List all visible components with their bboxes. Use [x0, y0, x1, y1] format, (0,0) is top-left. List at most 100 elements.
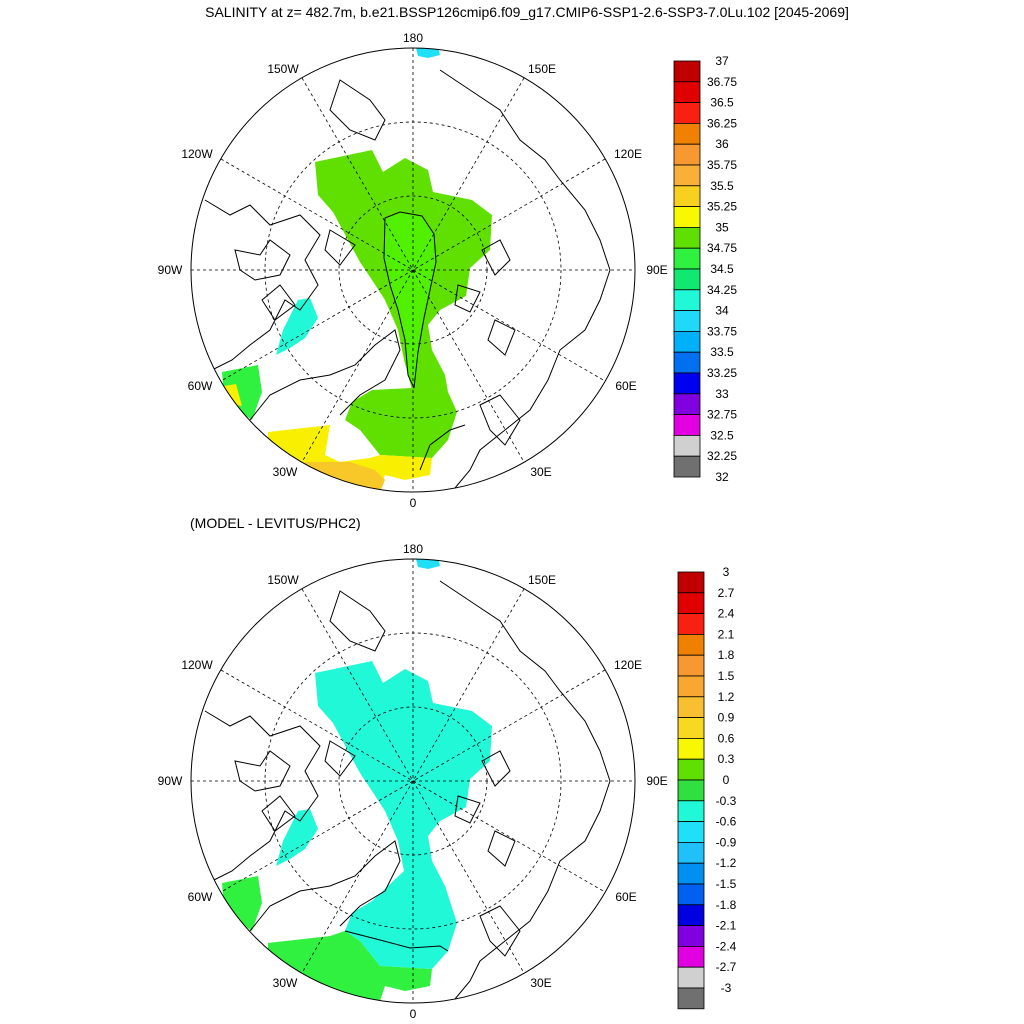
bottom-colorbar-label: 0.6	[718, 731, 735, 745]
top-colorbar-label: 33.5	[710, 345, 734, 359]
top-map-field	[204, 48, 611, 492]
top-colorbar-label: 32.75	[707, 408, 737, 422]
bottom-colorbar-label: 1.8	[718, 648, 735, 662]
bottom-colorbar-swatch	[677, 862, 705, 885]
top-lon-label-60w: 60W	[188, 379, 213, 393]
top-colorbar-swatch	[673, 393, 701, 415]
top-colorbar-label: 33.75	[707, 324, 737, 338]
top-colorbar-label: 34.5	[710, 262, 734, 276]
top-colorbar-swatch	[673, 372, 701, 395]
bottom-labrador-field	[222, 876, 262, 931]
top-colorbar-swatch	[673, 81, 701, 104]
top-colorbar-swatch	[673, 414, 701, 436]
top-colorbar-label: 33.25	[707, 366, 737, 380]
figure-title: SALINITY at z= 482.7m, b.e21.BSSP126cmip…	[205, 4, 849, 20]
top-colorbar-label: 35	[715, 220, 729, 234]
bottom-colorbar-swatch	[677, 987, 705, 1010]
bottom-arctic-basin-field	[315, 661, 492, 969]
bottom-lon-label-120e: 120E	[614, 658, 642, 672]
top-lon-label-150w: 150W	[267, 62, 299, 76]
top-colorbar-label: 34.25	[707, 283, 737, 297]
top-lon-label-180: 180	[403, 31, 423, 45]
bottom-colorbar-swatch	[677, 738, 705, 760]
bottom-colorbar-label: -1.2	[716, 856, 737, 870]
top-colorbar-swatch	[673, 185, 701, 208]
bottom-colorbar-label: 3	[723, 565, 730, 579]
bottom-colorbar-swatch	[677, 696, 705, 718]
top-colorbar-label: 35.5	[710, 179, 734, 193]
bottom-lon-label-150e: 150E	[528, 573, 556, 587]
top-colorbar-label: 33	[715, 387, 729, 401]
bottom-colorbar-label: 1.2	[718, 690, 735, 704]
bottom-colorbar-label: -3	[721, 981, 732, 995]
top-colorbar-label: 35.25	[707, 200, 737, 214]
top-colorbar-swatch	[673, 226, 701, 249]
bottom-colorbar-label: -0.3	[716, 794, 737, 808]
top-baffin-field	[276, 298, 318, 355]
bottom-colorbar-label: 2.7	[718, 586, 735, 600]
top-colorbar-swatch	[673, 455, 701, 478]
bottom-colorbar-swatch	[677, 613, 705, 635]
bottom-lon-label-60e: 60E	[615, 890, 636, 904]
bottom-colorbar: 3 2.7 2.4 2.1 1.8 1.5 1.2 0.9 0.6 0.3 0 -0.3 -0.6 -0.…	[677, 565, 737, 1010]
bottom-colorbar-swatch	[677, 634, 705, 656]
top-lon-label-90w: 90W	[158, 263, 183, 277]
top-colorbar-swatch	[673, 247, 701, 270]
bottom-colorbar-swatch	[677, 883, 705, 906]
top-colorbar-swatch	[673, 268, 701, 291]
bottom-map-grid	[191, 559, 635, 1003]
top-atlantic-orange-field	[305, 462, 385, 492]
bottom-colorbar-label: -2.1	[716, 919, 737, 933]
bottom-colorbar-swatch	[677, 571, 705, 594]
bottom-colorbar-label: 1.5	[718, 669, 735, 683]
top-colorbar-label: 32	[715, 470, 729, 484]
top-colorbar-label: 36.5	[710, 96, 734, 110]
top-lon-label-120w: 120W	[181, 147, 213, 161]
top-colorbar-swatch	[673, 60, 701, 83]
bottom-colorbar-swatch	[677, 904, 705, 926]
top-colorbar-swatch	[673, 434, 701, 457]
bottom-colorbar-swatch	[677, 654, 705, 677]
bottom-colorbar-label: -2.4	[716, 939, 737, 953]
bottom-lon-label-0: 0	[410, 1007, 417, 1021]
bottom-lon-label-90w: 90W	[158, 774, 183, 788]
top-colorbar-swatch	[673, 310, 701, 332]
top-map-grid	[191, 48, 635, 492]
top-colorbar-label: 34	[715, 304, 729, 318]
bottom-colorbar-swatch	[677, 842, 705, 864]
top-inner-contour-region	[383, 211, 437, 390]
bottom-colorbar-label: -0.9	[716, 835, 737, 849]
top-lon-labels: 180 0 90W 90E 150W 150E 120W 120E 60W 60…	[158, 31, 668, 510]
bottom-lon-label-60w: 60W	[188, 890, 213, 904]
top-lon-label-120e: 120E	[614, 147, 642, 161]
bottom-lon-label-30e: 30E	[530, 976, 551, 990]
top-colorbar-swatch	[673, 164, 701, 187]
bottom-lon-label-150w: 150W	[267, 573, 299, 587]
top-lon-label-60e: 60E	[615, 379, 636, 393]
top-labrador-field	[222, 365, 262, 420]
bottom-colorbar-swatch	[677, 946, 705, 968]
top-colorbar-swatch	[673, 123, 701, 145]
bottom-lon-label-120w: 120W	[181, 658, 213, 672]
bottom-colorbar-label: -2.7	[716, 960, 737, 974]
top-colorbar-label: 36.75	[707, 75, 737, 89]
top-lon-label-30w: 30W	[273, 465, 298, 479]
top-colorbar: 37 36.75 36.5 36.25 36 35.75 35.5 35.25 35 34.75 3…	[673, 54, 737, 484]
top-colorbar-swatch	[673, 102, 701, 124]
bottom-colorbar-label: -0.6	[716, 815, 737, 829]
bottom-colorbar-label: 2.1	[718, 627, 735, 641]
bottom-colorbar-swatch	[677, 966, 705, 989]
bottom-colorbar-swatch	[677, 758, 705, 781]
bottom-colorbar-label: 0.9	[718, 711, 735, 725]
bottom-colorbar-label: 0.3	[718, 752, 735, 766]
top-colorbar-label: 37	[715, 54, 729, 68]
top-colorbar-label: 35.75	[707, 158, 737, 172]
top-map-boundary	[190, 47, 636, 493]
top-colorbar-label: 34.75	[707, 241, 737, 255]
difference-subtitle: (MODEL - LEVITUS/PHC2)	[190, 515, 361, 531]
bottom-colorbar-label: 2.4	[718, 607, 735, 621]
top-map-panel: 180 0 90W 90E 150W 150E 120W 120E 60W 60…	[158, 31, 668, 510]
top-colorbar-label: 36.25	[707, 116, 737, 130]
bottom-colorbar-swatch	[677, 779, 705, 802]
bottom-colorbar-swatch	[677, 675, 705, 698]
